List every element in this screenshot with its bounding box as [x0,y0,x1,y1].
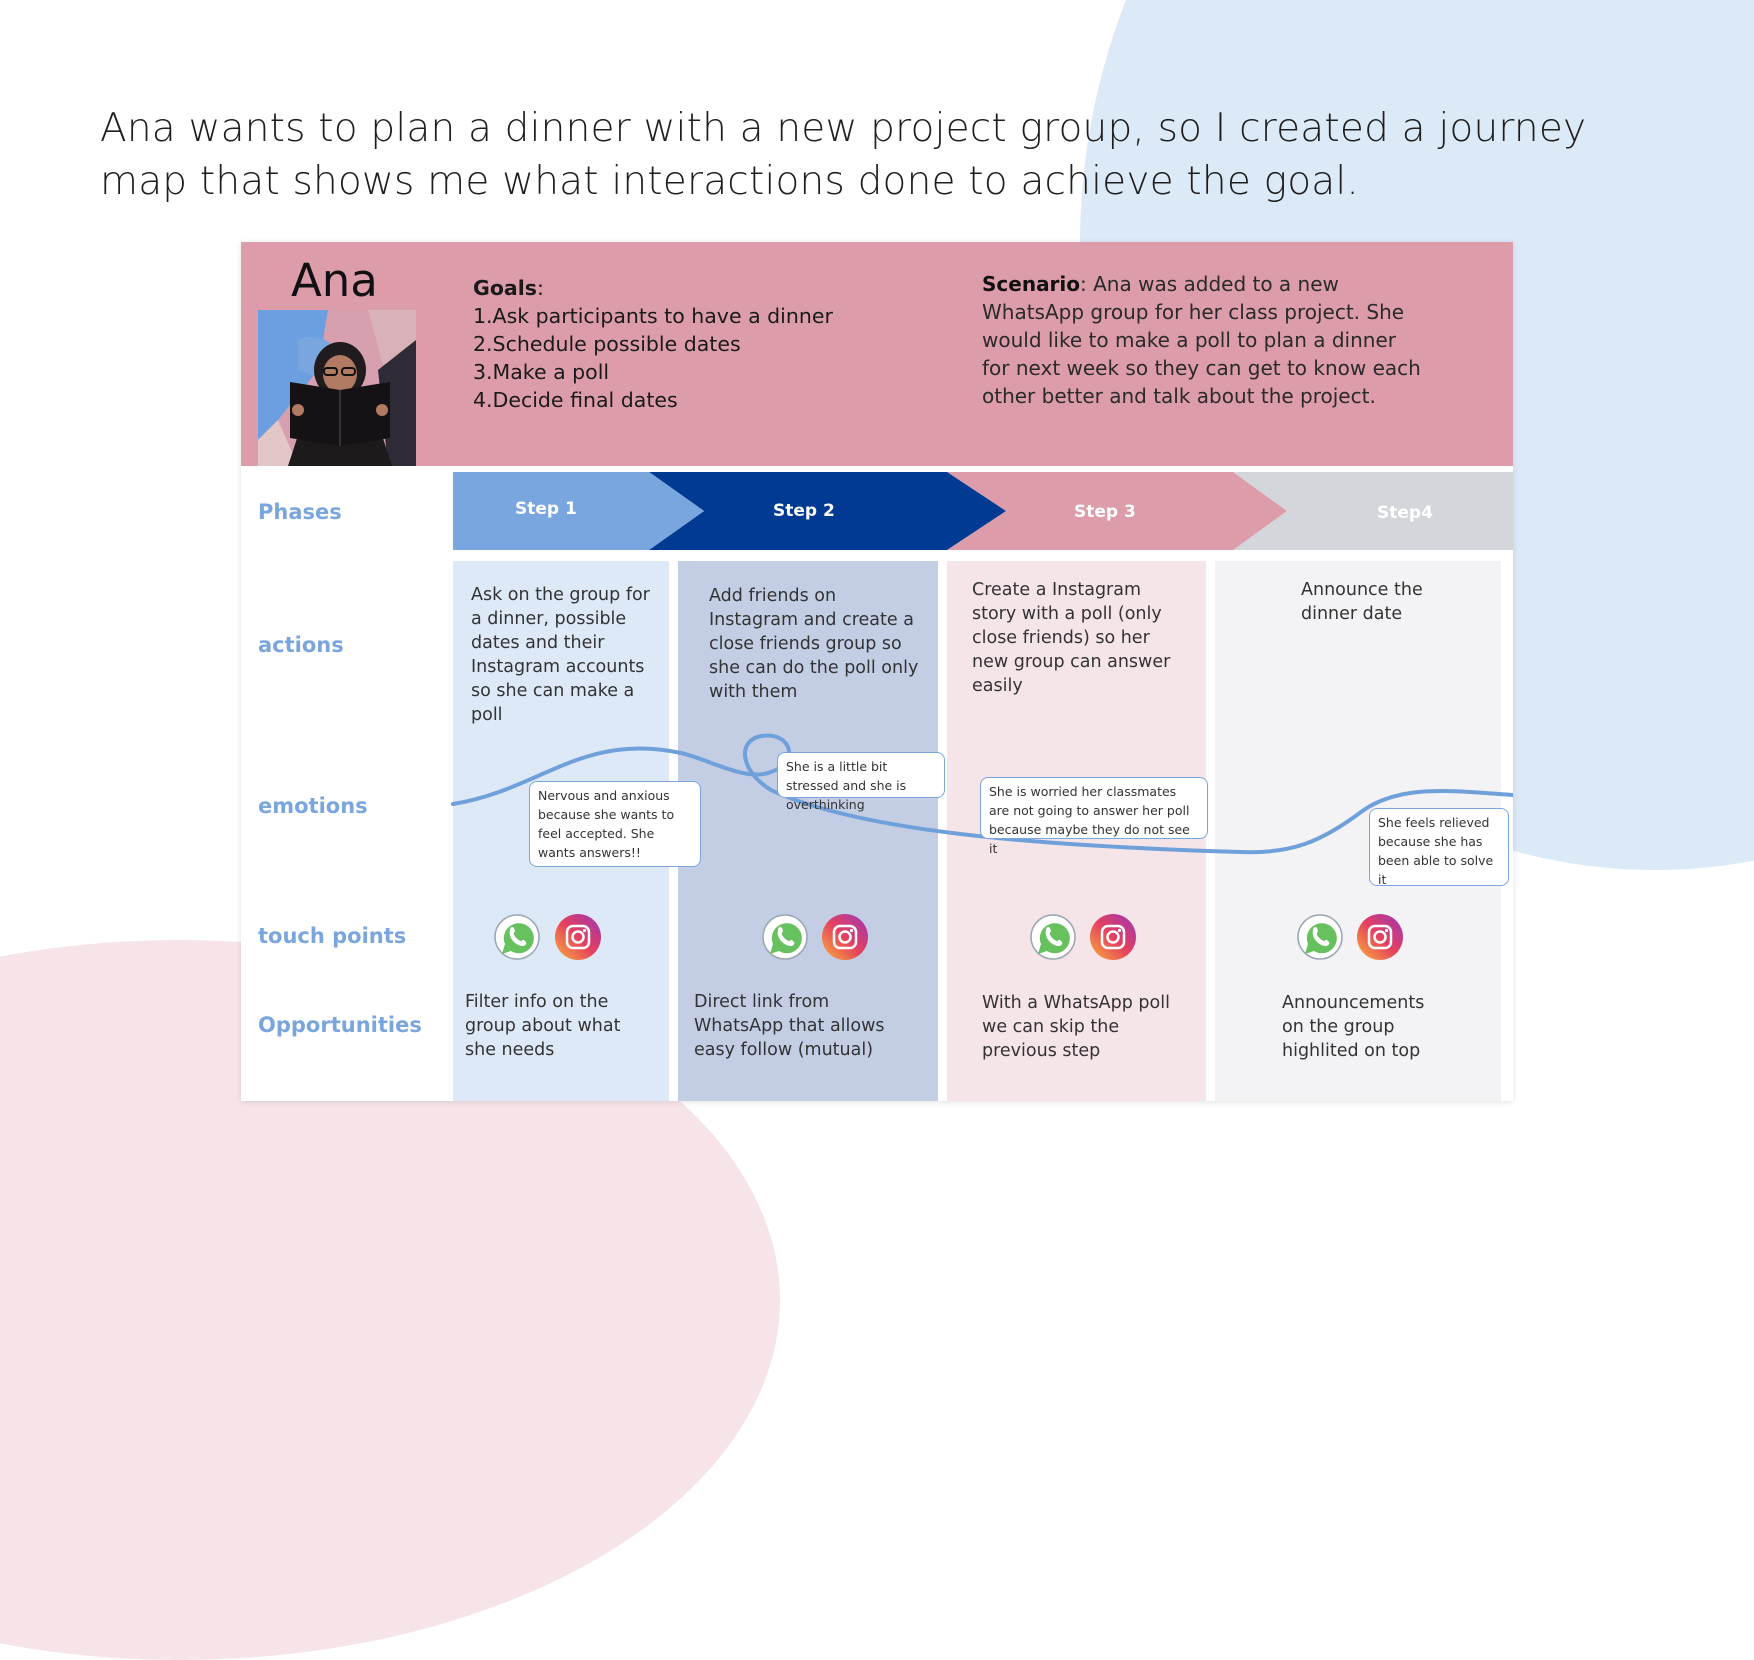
goal-item: 1.Ask participants to have a dinner [473,304,833,328]
goals-title: Goals: [473,276,544,300]
instagram-icon [1357,914,1403,960]
row-label-actions: actions [258,633,344,657]
action-text-3: Create a Instagram story with a poll (on… [972,580,1171,696]
goal-item: 2.Schedule possible dates [473,332,741,356]
opportunity-text-2: Direct link from WhatsApp that allows ea… [694,992,885,1060]
journey-map: Ana Goals: 1.Ask partic [241,242,1513,1101]
row-label-opportunities: Opportunities [258,1013,422,1037]
phase-label-3: Step 3 [1074,502,1136,522]
emotion-bubble-4: She feels relieved because she has been … [1369,808,1509,887]
whatsapp-icon [762,914,808,960]
action-text-1: Ask on the group for a dinner, possible … [471,585,650,725]
instagram-icon [822,914,868,960]
action-text-4: Announce the dinner date [1301,580,1423,624]
scenario-text: : Ana was added to a new WhatsApp group … [982,272,1421,408]
opportunity-text-4: Announcements on the group highlited on … [1282,993,1425,1061]
phase-label-2: Step 2 [773,501,835,521]
persona-photo [258,310,416,466]
goal-item: 4.Decide final dates [473,388,678,412]
phase-arrow-4 [1233,472,1513,550]
scenario-block: Scenario: Ana was added to a new WhatsAp… [982,270,1422,410]
emotion-bubble-2: She is a little bit stressed and she is … [777,752,945,812]
instagram-icon [1090,914,1136,960]
whatsapp-icon [1030,914,1076,960]
instagram-icon [555,914,601,960]
goals-block: Goals: 1.Ask participants to have a dinn… [473,274,833,414]
phase-label-4: Step4 [1377,503,1433,523]
opportunity-text-3: With a WhatsApp poll we can skip the pre… [982,993,1170,1061]
opportunity-text-1: Filter info on the group about what she … [465,992,621,1060]
phase-label-1: Step 1 [515,499,577,519]
row-label-emotions: emotions [258,794,368,818]
whatsapp-icon [1297,914,1343,960]
emotion-bubble-3: She is worried her classmates are not go… [980,777,1208,856]
row-label-touch-points: touch points [258,924,407,948]
intro-text: Ana wants to plan a dinner with a new pr… [100,106,1587,204]
scenario-title: Scenario [982,272,1081,296]
action-text-2: Add friends on Instagram and create a cl… [709,586,919,702]
phase-arrow-1 [453,472,704,550]
emotion-bubble-1: Nervous and anxious because she wants to… [529,781,701,867]
goal-item: 3.Make a poll [473,360,610,384]
persona-name: Ana [291,254,378,307]
row-label-phases: Phases [258,500,342,524]
whatsapp-icon [494,914,540,960]
persona-header: Ana Goals: 1.Ask partic [241,242,1513,466]
